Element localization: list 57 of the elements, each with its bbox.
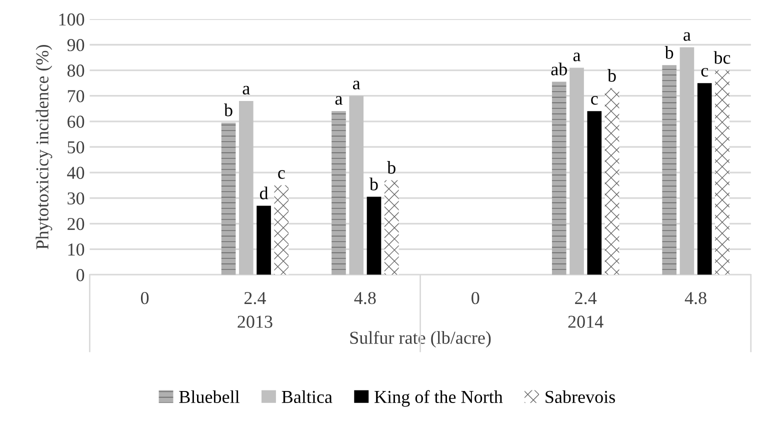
- bar: [587, 111, 602, 275]
- data-label: ab: [551, 62, 567, 76]
- data-label: c: [591, 96, 598, 105]
- data-label: a: [684, 32, 691, 41]
- x-axis-title: Sulfur rate (lb/acre): [350, 331, 491, 348]
- bar: [274, 185, 289, 275]
- data-label: a: [335, 96, 342, 105]
- data-label: a: [242, 86, 250, 95]
- data-label: b: [608, 69, 616, 82]
- x-tick-label: 4.8: [684, 292, 706, 304]
- y-tick-label: 80: [67, 64, 84, 77]
- data-label: b: [664, 46, 674, 59]
- text: 2013: [238, 316, 272, 328]
- bar: [256, 206, 271, 275]
- bar: [552, 82, 566, 275]
- bar: [604, 88, 620, 275]
- y-tick-label: 100: [59, 13, 84, 26]
- legend-label: Sabrevois: [546, 390, 615, 404]
- y-tick-label: 40: [67, 166, 84, 179]
- data-label: c: [701, 68, 708, 77]
- legend-label: Baltica: [282, 390, 332, 404]
- x-tick-label: 0: [472, 292, 480, 304]
- y-tick-label: 10: [68, 243, 84, 256]
- y-tick-label: 50: [68, 141, 84, 154]
- data-label: d: [260, 186, 268, 200]
- bar: [349, 96, 364, 275]
- bar: [570, 68, 584, 275]
- text: 2014: [568, 316, 604, 328]
- y-axis-title: Phytotoxicicy incidence (%): [36, 44, 52, 250]
- bar: [221, 122, 236, 275]
- data-label: bc: [714, 51, 730, 64]
- x-tick-label: 4.8: [354, 292, 376, 304]
- data-label: a: [573, 52, 581, 62]
- legend-label: King of the North: [374, 390, 503, 407]
- data-label: b: [369, 178, 378, 190]
- data-label: a: [352, 80, 360, 90]
- bar: [697, 83, 712, 275]
- bar: [715, 70, 730, 275]
- x-tick-label: 2.4: [244, 292, 266, 304]
- y-tick-label: 90: [67, 38, 84, 52]
- bar: [366, 196, 382, 275]
- y-tick-label: 60: [68, 116, 84, 128]
- bar: [384, 180, 399, 275]
- x-tick-label: 2.4: [575, 292, 597, 304]
- data-label: c: [278, 170, 285, 179]
- y-tick-label: 70: [68, 90, 84, 102]
- y-tick-label: 20: [68, 218, 84, 230]
- bar: [662, 65, 676, 275]
- y-tick-label: 30: [68, 192, 84, 205]
- bar: [239, 100, 254, 275]
- y-tick-label: 0: [76, 269, 84, 282]
- data-label: b: [387, 161, 396, 174]
- x-tick-label: 0: [140, 292, 149, 304]
- bar: [332, 111, 346, 275]
- bar: [680, 47, 694, 275]
- data-label: b: [224, 104, 232, 116]
- legend-label: Bluebell: [179, 390, 240, 404]
